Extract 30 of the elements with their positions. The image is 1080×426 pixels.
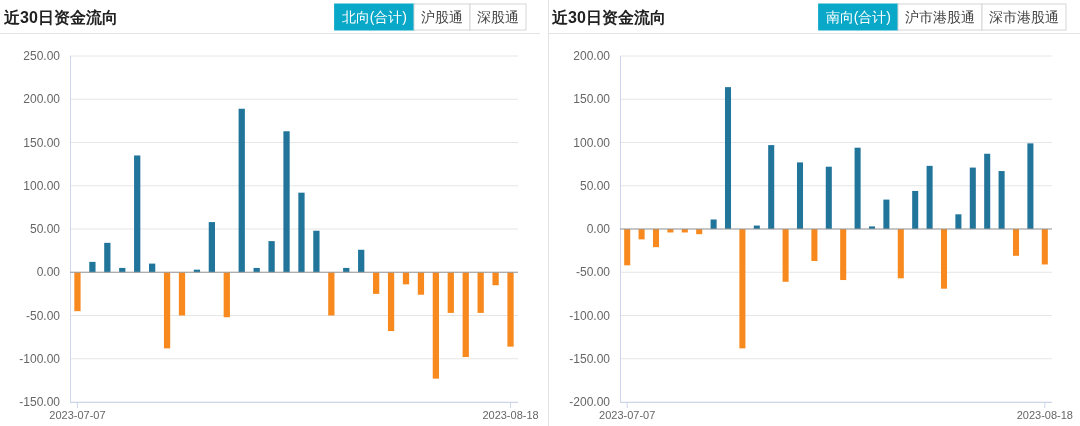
y-tick-label: 50.00 [579, 178, 611, 193]
text: 深股通 [477, 9, 519, 25]
y-tick-label: -100.00 [19, 351, 61, 366]
y-tick-label: 200.00 [23, 92, 61, 107]
y-tick-label: 0.00 [586, 222, 611, 236]
x-tick-label: 2023-08-18 [482, 409, 539, 421]
y-tick-label: 150.00 [23, 135, 61, 150]
y-tick-label: -50.00 [25, 308, 61, 323]
y-tick-label: 50.00 [29, 222, 61, 236]
y-tick-label: -150.00 [19, 395, 61, 409]
y-tick-label: 250.00 [23, 49, 61, 63]
y-tick-label: 200.00 [573, 49, 611, 63]
x-tick-label: 2023-07-07 [599, 409, 656, 421]
y-tick-label: 0.00 [36, 265, 61, 280]
x-tick-label: 2023-07-07 [49, 409, 106, 421]
text: 深市港股通 [989, 9, 1059, 25]
y-tick-label: 100.00 [573, 135, 611, 150]
text: 沪市港股通 [905, 9, 975, 25]
chart-subtitle: 南向(合计) [825, 9, 891, 25]
y-tick-label: 150.00 [573, 92, 611, 107]
y-tick-label: -200.00 [569, 395, 611, 409]
chart-title: 近30日资金流向 [3, 8, 118, 26]
text: 沪股通 [421, 9, 463, 25]
y-tick-label: 100.00 [23, 178, 61, 193]
chart-subtitle: 北向(合计) [341, 9, 407, 25]
y-tick-label: -100.00 [569, 308, 611, 323]
chart-title: 近30日资金流向 [551, 8, 666, 26]
y-tick-label: -150.00 [569, 351, 611, 366]
x-tick-label: 2023-08-18 [1016, 409, 1073, 421]
y-tick-label: -50.00 [575, 265, 611, 280]
